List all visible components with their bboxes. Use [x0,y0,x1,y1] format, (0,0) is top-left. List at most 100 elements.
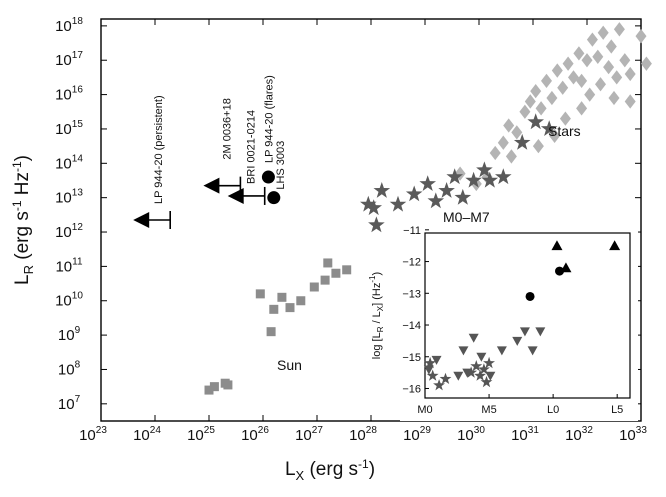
x-tick-label: 1026 [241,425,269,444]
sun-point [204,385,214,395]
x-tick-exponent: 30 [474,425,486,436]
y-title-exp2: -1 [10,161,24,172]
y-title-exp: -1 [10,200,24,211]
inset-ylabel-sub1: R [376,326,385,332]
y-tick-base: 10 [55,190,72,207]
y-tick-base: 10 [58,396,75,413]
m0-m7-point [495,168,512,185]
inset-circle-point [525,291,535,301]
y-title-hz: Hz [12,172,33,201]
sun-label: Sun [277,357,302,373]
y-tick-base: 10 [55,18,72,35]
upper-limit-label: BRI 0021-0214 [246,110,258,184]
stars-point [613,22,625,37]
inset-triangle-down-point [423,365,434,375]
y-tick-label: 1010 [55,291,83,310]
stars-point [511,125,523,140]
inset-y-tick-label: −16 [402,383,421,395]
lhs-3003-label: LHS 3003 [275,141,287,190]
x-tick-exponent: 26 [258,425,270,436]
stars-point [581,53,593,68]
inset-triangle-down-point [458,346,469,356]
y-tick-label: 1017 [55,50,83,69]
inset-triangle-down-point [462,368,473,378]
m0-m7-point [476,161,493,178]
y-tick-exponent: 17 [72,50,84,61]
stars-point [576,101,588,116]
y-tick-base: 10 [55,293,72,310]
y-tick-base: 10 [55,224,72,241]
inset-triangle-up-point [560,262,572,273]
sun-point [223,380,233,390]
m0-m7-point [446,168,463,185]
stars-point [557,80,569,95]
m0-m7-point [427,192,445,209]
y-tick-exponent: 10 [72,291,84,302]
m0-m7-point [454,188,472,205]
inset-ylabel-end: ) [371,272,383,276]
inset-ylabel-exp: -1 [368,275,377,283]
inset-y-tick-label: −14 [402,320,421,332]
stars-point [597,25,609,40]
stars-point [524,94,536,109]
stars-point [489,145,501,161]
y-tick-base: 10 [55,121,72,138]
m0-m7-point [481,171,499,188]
m0-m7-point [373,182,391,198]
x-tick-label: 1025 [187,425,215,444]
x-tick-exponent: 32 [582,425,594,436]
y-tick-exponent: 16 [72,85,84,96]
x-tick-label: 1024 [133,425,161,444]
x-tick-exponent: 29 [420,425,432,436]
inset-y-tick-label: −15 [402,352,421,364]
inset-triangle-up-point [551,240,563,251]
sun-point [255,289,265,299]
y-tick-exponent: 13 [72,188,84,199]
x-tick-exponent: 27 [312,425,324,436]
sun-point [277,292,287,302]
m0-m7-point [540,120,558,136]
inset-star-point [483,356,495,369]
inset-y-axis-title: log [LR / LX] (Hz-1) [368,272,385,359]
y-title-close: ) [12,155,33,161]
inset-frame [424,232,631,399]
y-tick-exponent: 7 [75,394,81,405]
x-tick-exponent: 25 [204,425,216,436]
sun-point [209,382,219,392]
m0-m7-point [365,199,382,216]
x-tick-base: 10 [133,427,150,444]
y-tick-label: 1014 [55,153,83,172]
inset-star-point [424,356,437,369]
stars-point [562,56,574,71]
y-tick-label: 109 [58,325,81,344]
m0-m7-point [465,171,482,188]
x-tick-label: 1029 [403,425,431,444]
stars-point [497,135,509,150]
x-tick-label: 1028 [349,425,377,444]
sun-point [296,296,306,306]
inset-triangle-down-point [485,371,496,381]
m0-m7-point [513,133,531,150]
inset-star-point [478,363,490,375]
x-tick-base: 10 [187,427,204,444]
y-title-units: (erg s [12,211,33,265]
x-tick-base: 10 [403,427,420,444]
y-tick-label: 107 [58,394,81,413]
inset-triangle-down-point [512,336,523,346]
inset-circle-point [555,266,565,276]
y-tick-label: 1011 [55,256,83,275]
upper-limit-marker [227,187,244,204]
y-tick-label: 1018 [55,16,83,35]
stars-point [535,101,547,116]
sun-point [320,275,330,285]
x-tick-label: 1030 [457,425,485,444]
stars-point [605,39,617,54]
stars-point [619,53,631,68]
inset-triangle-down-point [519,327,530,337]
y-tick-base: 10 [55,52,72,69]
stars-point [603,59,615,75]
inset-triangle-down-point [468,333,479,343]
upper-limit-marker [203,177,220,194]
inset-star-point [439,372,452,384]
stars-point [551,63,563,78]
